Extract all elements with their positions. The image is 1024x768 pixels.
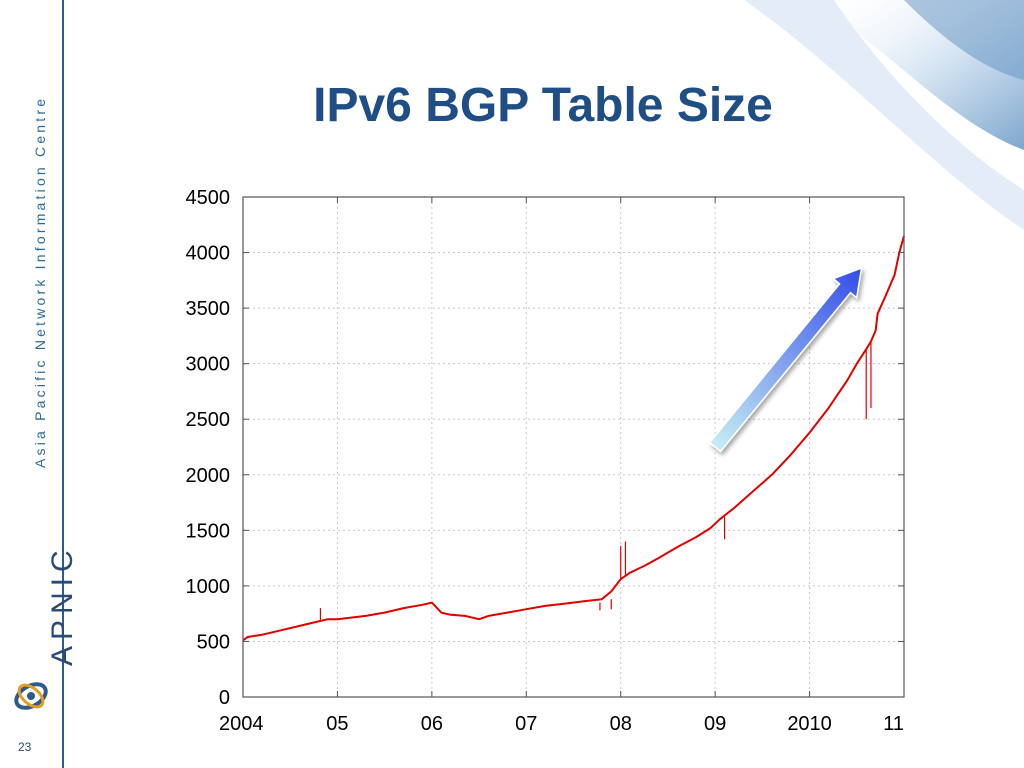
y-tick-label: 0 xyxy=(219,687,230,709)
x-tick-label: 06 xyxy=(421,713,443,735)
x-tick-label: 08 xyxy=(610,713,632,735)
y-tick-label: 4000 xyxy=(186,243,231,265)
y-tick-label: 4500 xyxy=(186,187,231,209)
x-tick-label: 05 xyxy=(326,713,348,735)
x-tick-label: 2010 xyxy=(787,713,832,735)
trend-arrow xyxy=(708,266,863,453)
y-tick-label: 2000 xyxy=(186,465,231,487)
series-line xyxy=(242,235,905,642)
x-tick-label: 07 xyxy=(515,713,537,735)
slide-title: IPv6 BGP Table Size xyxy=(313,79,773,132)
x-tick-label: 11 xyxy=(883,713,904,735)
x-tick-label: 09 xyxy=(704,713,726,735)
y-tick-label: 500 xyxy=(197,631,230,653)
plot-frame xyxy=(242,196,905,698)
y-tick-label: 3000 xyxy=(186,354,231,376)
apnic-logo-icon xyxy=(14,682,48,710)
y-tick-label: 1000 xyxy=(186,576,231,598)
y-tick-label: 3500 xyxy=(186,298,231,320)
slide-number: 23 xyxy=(18,740,32,754)
x-tick-label: 2004 xyxy=(219,713,264,735)
y-tick-label: 1500 xyxy=(186,520,231,542)
sidebar: Asia Pacific Network Information Centre … xyxy=(0,0,79,768)
y-tick-label: 2500 xyxy=(186,409,231,431)
